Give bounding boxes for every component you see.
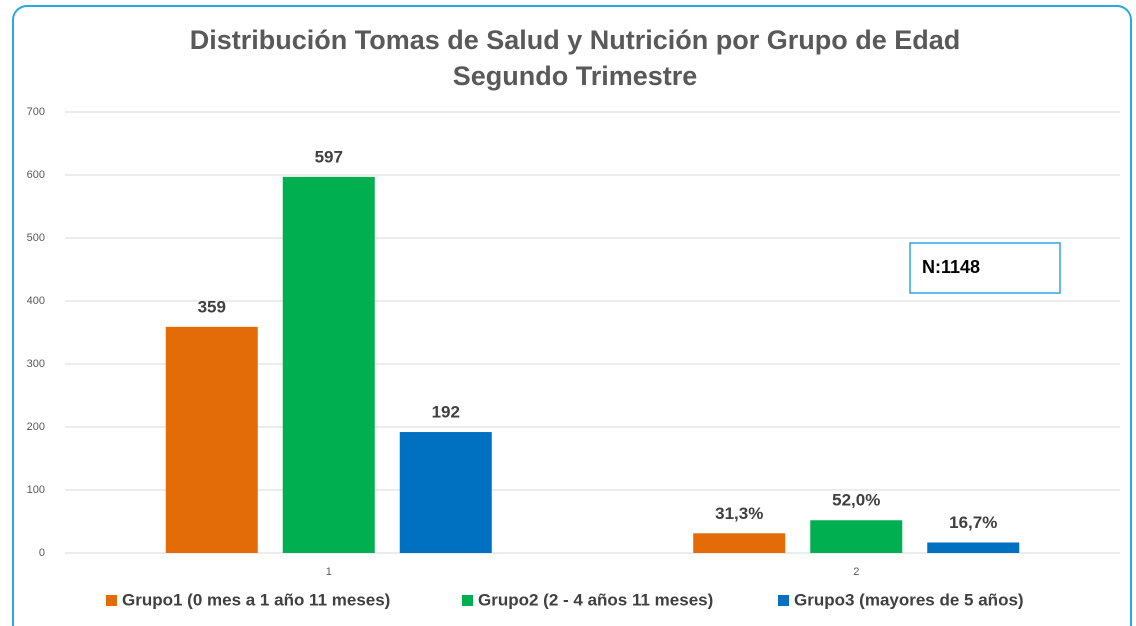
y-tick-label: 400 [27, 295, 45, 307]
bar [399, 432, 492, 553]
bar [927, 542, 1020, 553]
bar [810, 520, 903, 553]
legend-swatch [778, 595, 789, 606]
y-tick-label: 0 [39, 547, 45, 559]
y-tick-label: 200 [27, 421, 45, 433]
annotation-box [909, 242, 1061, 294]
y-tick-label: 700 [27, 106, 45, 118]
x-tick-label: 2 [853, 566, 859, 578]
y-tick-label: 500 [27, 232, 45, 244]
y-tick-label: 600 [27, 169, 45, 181]
chart-subtitle: Segundo Trimestre [453, 61, 698, 91]
y-tick-label: 100 [27, 484, 45, 496]
legend-label: Grupo3 (mayores de 5 años) [794, 590, 1024, 609]
value-label: 31,3% [715, 504, 763, 523]
value-label: 597 [315, 147, 343, 166]
chart-title: Distribución Tomas de Salud y Nutrición … [190, 25, 961, 55]
y-tick-label: 300 [27, 358, 45, 370]
legend-label: Grupo1 (0 mes a 1 año 11 meses) [122, 590, 390, 609]
value-label: 52,0% [832, 491, 880, 510]
bar [165, 326, 258, 553]
bar [282, 176, 375, 553]
value-label: 359 [198, 297, 226, 316]
legend-swatch [462, 595, 473, 606]
value-label: 16,7% [949, 513, 997, 532]
bar [693, 533, 786, 553]
legend-swatch [106, 595, 117, 606]
value-label: 192 [432, 403, 460, 422]
annotation: N:1148 [922, 257, 980, 277]
x-tick-label: 1 [326, 566, 332, 578]
legend-label: Grupo2 (2 - 4 años 11 meses) [478, 590, 713, 609]
